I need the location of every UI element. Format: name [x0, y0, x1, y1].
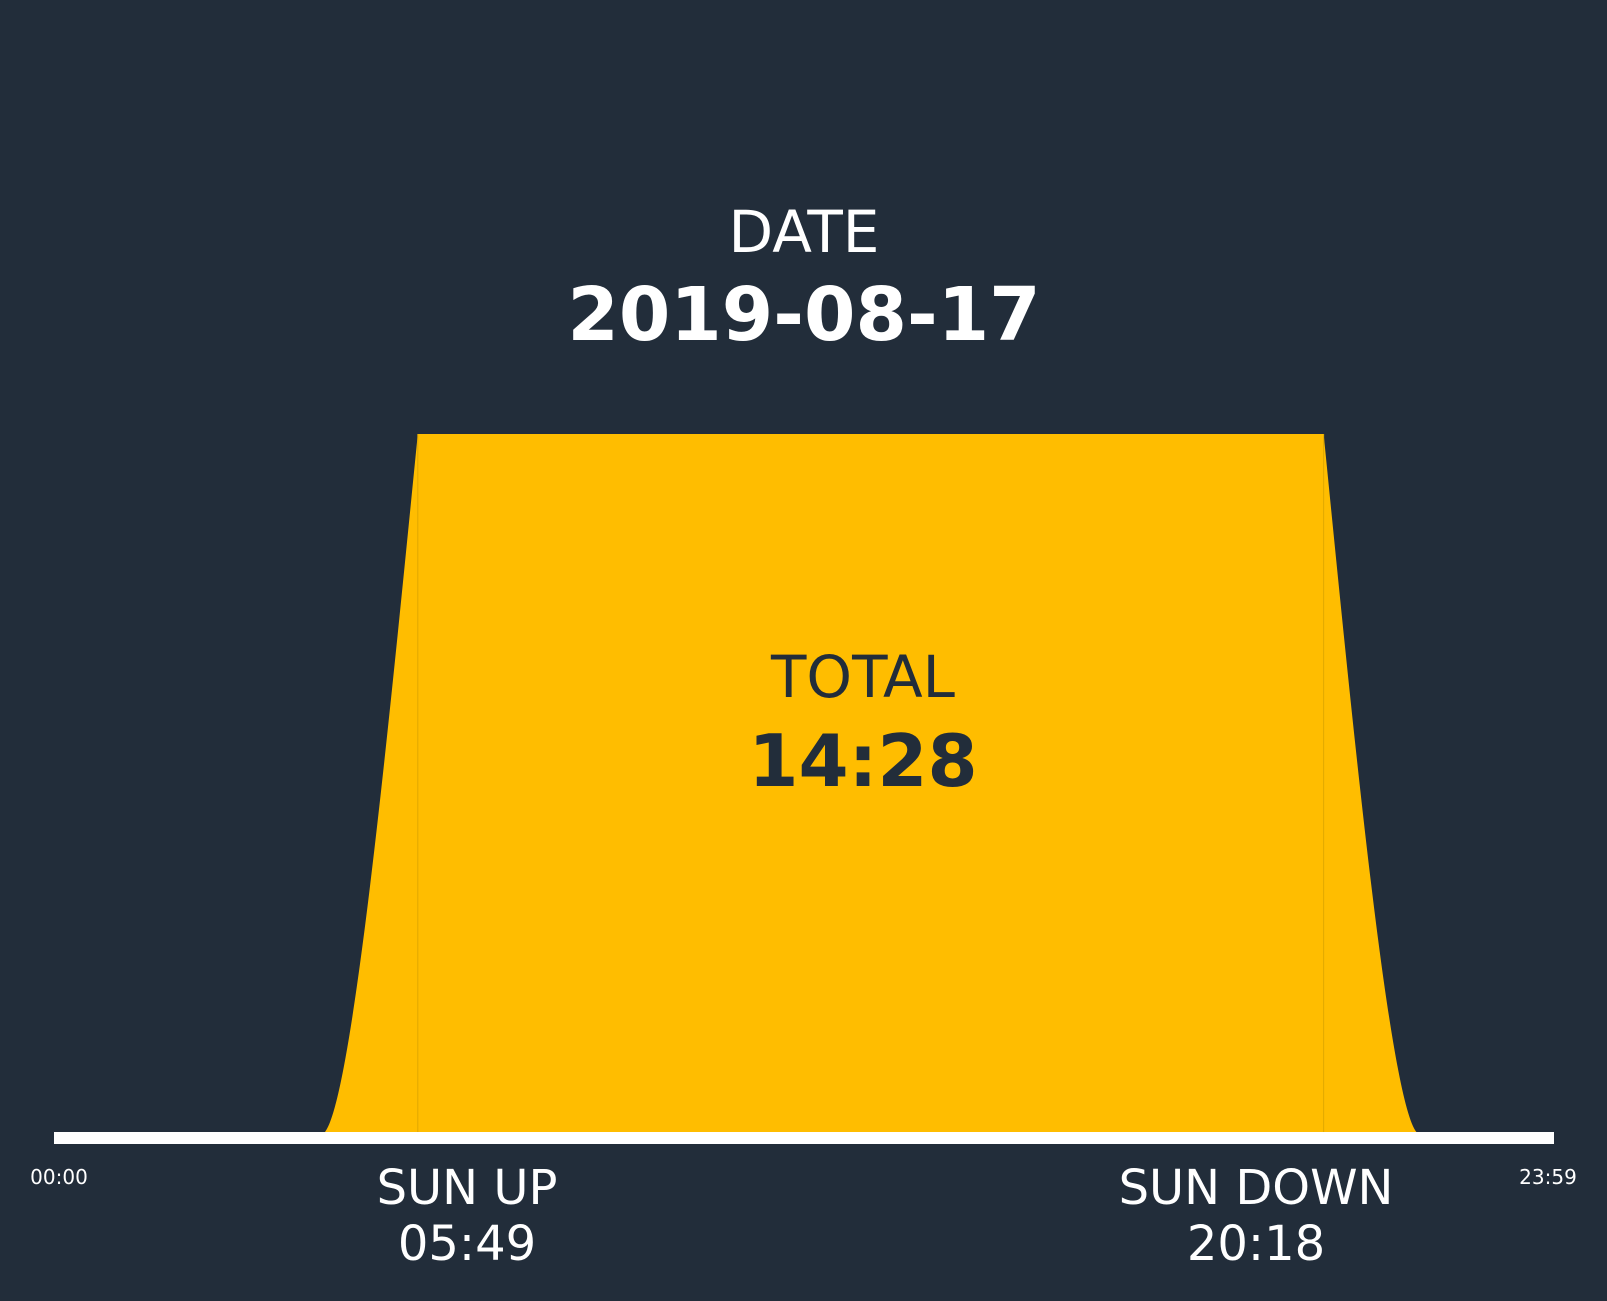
total-label: TOTAL — [770, 643, 955, 711]
total-value: 14:28 — [748, 719, 977, 803]
sunrise-label: SUN UP — [377, 1160, 558, 1216]
x-tick-label-start: 00:00 — [30, 1165, 88, 1189]
daylight-area — [325, 434, 1417, 1132]
time-axis — [54, 1132, 1554, 1144]
sunrise-time: 05:49 — [398, 1216, 536, 1272]
x-tick-label-end: 23:59 — [1519, 1165, 1577, 1189]
sunset-time: 20:18 — [1187, 1216, 1325, 1272]
date-value: 2019-08-17 — [567, 272, 1040, 358]
date-label: DATE — [729, 198, 880, 266]
sunset-label: SUN DOWN — [1119, 1160, 1394, 1216]
